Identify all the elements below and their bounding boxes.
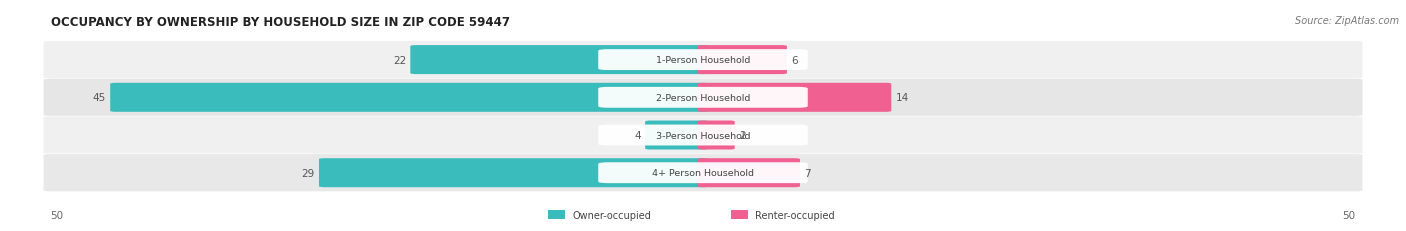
Text: Renter-occupied: Renter-occupied [755,210,835,220]
FancyBboxPatch shape [44,117,1362,154]
Text: 50: 50 [1343,210,1355,220]
Text: 22: 22 [392,55,406,65]
FancyBboxPatch shape [44,42,1362,79]
Text: 50: 50 [51,210,63,220]
FancyBboxPatch shape [599,163,808,183]
Text: 45: 45 [93,93,105,103]
FancyBboxPatch shape [645,121,709,150]
Text: 4+ Person Household: 4+ Person Household [652,168,754,177]
Text: 2-Person Household: 2-Person Household [655,93,751,102]
FancyBboxPatch shape [697,158,800,187]
Text: 14: 14 [896,93,908,103]
Text: Owner-occupied: Owner-occupied [572,210,651,220]
FancyBboxPatch shape [411,46,709,75]
Text: OCCUPANCY BY OWNERSHIP BY HOUSEHOLD SIZE IN ZIP CODE 59447: OCCUPANCY BY OWNERSHIP BY HOUSEHOLD SIZE… [51,16,509,29]
FancyBboxPatch shape [599,88,808,108]
Text: 3-Person Household: 3-Person Household [655,131,751,140]
FancyBboxPatch shape [548,210,565,219]
FancyBboxPatch shape [697,83,891,112]
FancyBboxPatch shape [110,83,709,112]
Text: 2: 2 [740,131,745,140]
FancyBboxPatch shape [44,154,1362,191]
FancyBboxPatch shape [599,125,808,146]
FancyBboxPatch shape [319,158,709,187]
Text: 4: 4 [634,131,641,140]
Text: 6: 6 [792,55,797,65]
Text: 1-Person Household: 1-Person Household [655,56,751,65]
FancyBboxPatch shape [697,121,735,150]
Text: 7: 7 [804,168,811,178]
Text: Source: ZipAtlas.com: Source: ZipAtlas.com [1295,16,1399,26]
Text: 29: 29 [301,168,315,178]
FancyBboxPatch shape [697,46,787,75]
FancyBboxPatch shape [731,210,748,219]
FancyBboxPatch shape [599,50,808,71]
FancyBboxPatch shape [44,79,1362,116]
